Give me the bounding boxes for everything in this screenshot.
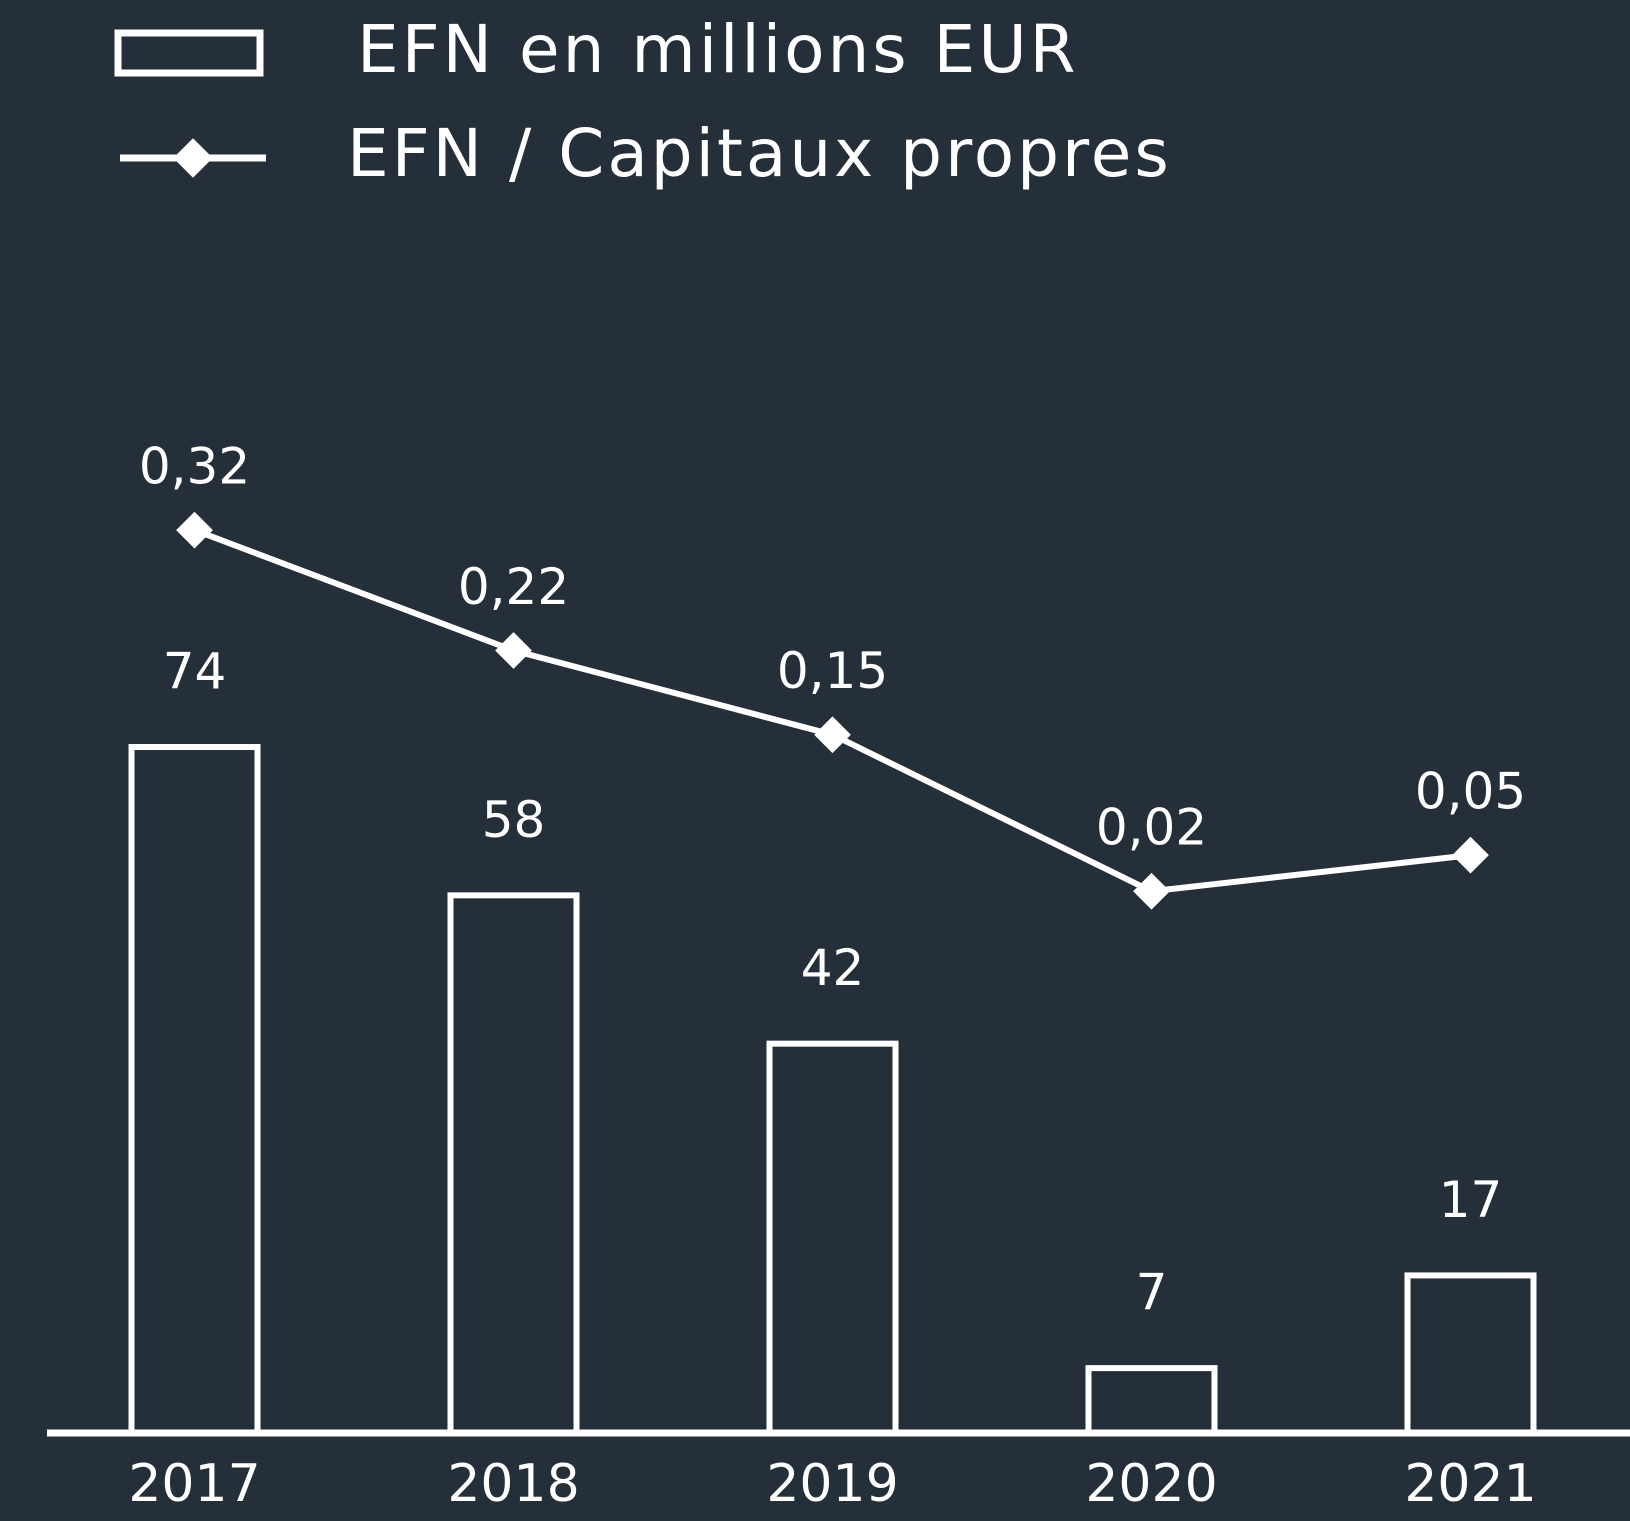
- legend-label: EFN en millions EUR: [357, 11, 1079, 88]
- bar-value-label: 17: [1439, 1171, 1503, 1229]
- bar-value-label: 42: [801, 939, 865, 997]
- line-value-label: 0,22: [458, 558, 569, 616]
- line-marker: [1452, 836, 1489, 874]
- bar-value-label: 74: [163, 643, 227, 701]
- x-tick-label: 2020: [1085, 1454, 1217, 1514]
- x-tick-label: 2019: [766, 1454, 898, 1514]
- legend-swatch-marker: [173, 138, 213, 178]
- line-value-label: 0,15: [777, 642, 888, 700]
- legend-swatch: [114, 29, 264, 77]
- line-marker: [1133, 872, 1170, 910]
- line-value-label: 0,32: [139, 438, 250, 496]
- legend-label: EFN / Capitaux propres: [347, 115, 1172, 192]
- line-value-label: 0,02: [1096, 799, 1207, 857]
- x-tick-label: 2021: [1404, 1454, 1536, 1514]
- line-marker: [495, 632, 532, 669]
- line-marker: [176, 511, 213, 549]
- x-tick-label: 2018: [447, 1454, 579, 1514]
- line-value-label: 0,05: [1415, 763, 1526, 821]
- line-marker: [814, 716, 851, 754]
- bar-value-label: 58: [482, 791, 546, 849]
- x-tick-label: 2017: [128, 1454, 260, 1514]
- bar-value-label: 7: [1136, 1264, 1168, 1322]
